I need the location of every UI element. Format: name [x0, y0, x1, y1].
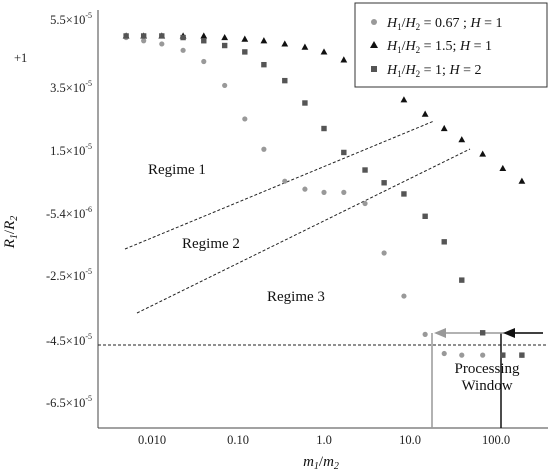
data-point-series-3 — [140, 33, 147, 39]
data-point-series-1 — [201, 58, 207, 65]
data-point-series-3 — [519, 352, 525, 358]
window-black-arrowhead — [503, 328, 515, 338]
legend-marker-square — [371, 66, 377, 72]
data-point-series-1 — [222, 82, 228, 89]
data-point-series-1 — [422, 331, 428, 337]
window-gray-arrowhead — [434, 328, 446, 338]
data-points — [122, 32, 526, 358]
data-point-series-3 — [381, 180, 387, 186]
data-point-series-1 — [441, 350, 447, 357]
y-tick-label: -4.5×10-5 — [46, 332, 92, 348]
regime-2-label: Regime 2 — [182, 236, 240, 252]
x-tick-label: 10.0 — [399, 433, 421, 447]
regime-boundary-1 — [124, 120, 435, 250]
y-tick-label: -5.4×10-6 — [46, 205, 92, 221]
data-point-series-3 — [479, 330, 486, 336]
y-tick-label: 5.5×10-5 — [50, 11, 92, 27]
data-point-series-2 — [200, 32, 208, 39]
data-point-series-2 — [221, 33, 229, 41]
data-point-series-3 — [341, 149, 347, 156]
data-point-series-3 — [500, 352, 506, 358]
y-offset-label: +1 — [14, 51, 27, 65]
data-point-series-1 — [302, 186, 308, 192]
data-point-series-3 — [201, 38, 207, 44]
data-point-series-1 — [282, 178, 288, 184]
processing-window-label: Processing Window — [455, 361, 520, 394]
x-tick-label: 0.10 — [227, 433, 249, 447]
regime-3-label: Regime 3 — [267, 289, 325, 305]
data-point-series-1 — [341, 189, 347, 195]
data-point-series-2 — [241, 35, 249, 42]
data-point-series-3 — [242, 49, 248, 55]
data-point-series-2 — [421, 110, 429, 117]
data-point-series-2 — [301, 43, 309, 50]
data-point-series-2 — [518, 177, 526, 184]
regime-1-label: Regime 1 — [148, 162, 206, 178]
data-point-series-2 — [281, 40, 289, 47]
data-point-series-2 — [340, 56, 348, 63]
data-point-series-1 — [321, 189, 327, 195]
data-point-series-1 — [141, 38, 147, 44]
y-tick-label: -2.5×10-5 — [46, 267, 92, 283]
data-point-series-2 — [400, 96, 408, 103]
data-point-series-1 — [480, 352, 486, 358]
data-point-series-3 — [180, 34, 186, 41]
data-point-series-3 — [422, 213, 428, 219]
data-point-series-1 — [180, 47, 186, 53]
data-point-series-3 — [302, 100, 308, 106]
legend-marker-triangle — [370, 41, 378, 48]
data-point-series-3 — [221, 42, 228, 49]
data-point-series-3 — [362, 167, 368, 173]
data-point-series-3 — [159, 33, 165, 39]
y-tick-label: 1.5×10-5 — [50, 142, 92, 158]
data-point-series-1 — [261, 146, 267, 152]
data-point-series-1 — [381, 250, 387, 256]
data-point-series-3 — [441, 239, 447, 245]
data-point-series-1 — [401, 293, 407, 299]
regime-boundary-2 — [136, 148, 471, 314]
data-point-series-3 — [123, 33, 129, 39]
x-tick-label: 1.0 — [316, 433, 332, 447]
y-tick-label: 3.5×10-5 — [50, 79, 92, 95]
data-point-series-1 — [159, 41, 165, 47]
x-tick-label: 100.0 — [482, 433, 510, 447]
data-point-series-1 — [362, 200, 368, 207]
data-point-series-3 — [261, 61, 267, 68]
data-point-series-1 — [459, 352, 465, 358]
x-tick-label: 0.010 — [138, 433, 166, 447]
y-tick-label: -6.5×10-5 — [46, 394, 92, 410]
x-axis-label: m1/m2 — [303, 454, 339, 471]
legend-entry-2: H1/H2 = 1.5; H = 1 — [386, 39, 492, 55]
legend-box — [354, 2, 548, 88]
data-point-series-2 — [440, 124, 448, 132]
data-point-series-3 — [401, 191, 407, 197]
data-point-series-2 — [499, 164, 507, 172]
data-point-series-3 — [321, 125, 327, 132]
legend-entry-1: H1/H2 = 0.67 ; H = 1 — [386, 16, 502, 32]
data-point-series-1 — [242, 116, 248, 122]
legend: H1/H2 = 0.67 ; H = 1 H1/H2 = 1.5; H = 1 … — [354, 2, 548, 88]
data-point-series-2 — [479, 150, 487, 157]
data-point-series-2 — [320, 48, 328, 55]
data-point-series-2 — [458, 136, 466, 143]
y-axis-label: R1/R2 — [2, 216, 20, 250]
data-point-series-3 — [282, 77, 288, 84]
data-point-series-2 — [260, 37, 268, 44]
data-point-series-3 — [459, 277, 465, 283]
legend-marker-circle — [371, 19, 377, 25]
legend-entry-3: H1/H2 = 1; H = 2 — [386, 63, 481, 79]
